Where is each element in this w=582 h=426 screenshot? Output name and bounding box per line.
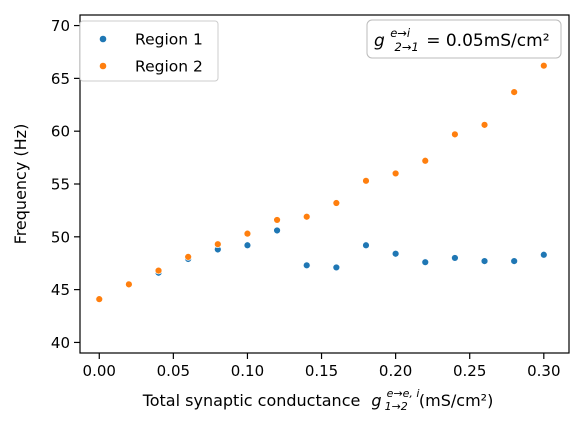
x-axis-label-superscript: e→e, i xyxy=(387,387,420,400)
x-tick-label: 0.00 xyxy=(83,362,116,380)
x-tick-label: 0.10 xyxy=(231,362,264,380)
annotation-text: g e→i 2→1 = 0.05mS/cm² xyxy=(374,22,550,56)
x-axis-ticks: 0.00 0.05 0.10 0.15 0.20 0.25 0.30 xyxy=(83,353,561,380)
data-point-region-1 xyxy=(451,254,459,262)
data-point-region-2 xyxy=(125,280,133,289)
x-axis-label-text: Total synaptic conductance xyxy=(142,391,361,410)
legend-label-region-1: Region 1 xyxy=(135,31,203,49)
x-tick-label: 0.25 xyxy=(453,362,486,380)
x-axis-label-subscript: 1→2 xyxy=(385,400,408,413)
data-point-region-1 xyxy=(273,226,281,235)
data-point-region-2 xyxy=(154,266,163,275)
y-tick-label: 50 xyxy=(51,228,70,246)
y-axis-ticks: 40 45 50 55 60 65 70 xyxy=(51,17,80,352)
data-point-region-2 xyxy=(391,169,400,178)
data-point-region-2 xyxy=(332,199,341,207)
y-tick-label: 55 xyxy=(51,176,70,194)
data-point-region-2 xyxy=(362,177,370,185)
data-point-region-1 xyxy=(540,251,548,259)
data-point-region-2 xyxy=(421,157,429,165)
x-axis-label-symbol: g xyxy=(371,391,381,410)
y-tick-label: 60 xyxy=(51,123,70,141)
y-tick-label: 65 xyxy=(51,70,70,88)
annotation-box xyxy=(366,19,562,59)
data-point-region-1 xyxy=(243,241,252,249)
x-tick-label: 0.20 xyxy=(379,362,412,380)
data-point-region-2 xyxy=(540,61,548,70)
y-axis-label: Frequency (Hz) xyxy=(11,124,30,245)
annotation-symbol: g xyxy=(374,31,385,51)
data-point-region-1 xyxy=(421,258,429,266)
legend-marker-region-2 xyxy=(99,62,107,70)
data-point-region-1 xyxy=(332,263,341,272)
x-tick-label: 0.30 xyxy=(527,362,560,380)
data-point-region-1 xyxy=(303,261,311,270)
legend: Region 1 Region 2 xyxy=(79,20,219,82)
x-tick-label: 0.05 xyxy=(157,362,190,380)
x-axis-label: Total synaptic conductance g e→e, i 1→2 … xyxy=(142,382,494,414)
data-point-region-1 xyxy=(510,257,518,265)
legend-box xyxy=(79,20,219,82)
data-point-region-2 xyxy=(273,216,281,224)
y-tick-label: 45 xyxy=(51,281,70,299)
data-point-region-2 xyxy=(243,229,252,238)
data-point-region-2 xyxy=(510,88,518,96)
y-tick-label: 70 xyxy=(51,17,70,35)
data-point-region-2 xyxy=(95,295,103,303)
data-points xyxy=(95,61,548,303)
annotation-value: = 0.05mS/cm² xyxy=(426,31,549,51)
data-point-region-1 xyxy=(391,250,400,258)
series-region-2 xyxy=(95,61,548,303)
data-point-region-1 xyxy=(362,241,370,249)
x-axis-label-units: (mS/cm²) xyxy=(419,391,493,410)
data-point-region-2 xyxy=(184,253,192,261)
data-point-region-2 xyxy=(303,213,311,221)
x-tick-label: 0.15 xyxy=(305,362,338,380)
data-point-region-2 xyxy=(214,240,222,248)
annotation-subscript: 2→1 xyxy=(395,40,419,54)
data-point-region-2 xyxy=(480,121,489,129)
legend-label-region-2: Region 2 xyxy=(135,58,203,76)
y-tick-label: 40 xyxy=(51,334,70,352)
annotation-superscript: e→i xyxy=(390,26,411,40)
annotation: g e→i 2→1 = 0.05mS/cm² xyxy=(366,19,562,59)
data-point-region-1 xyxy=(480,257,489,265)
legend-marker-region-1 xyxy=(99,35,107,43)
data-point-region-2 xyxy=(451,130,459,139)
